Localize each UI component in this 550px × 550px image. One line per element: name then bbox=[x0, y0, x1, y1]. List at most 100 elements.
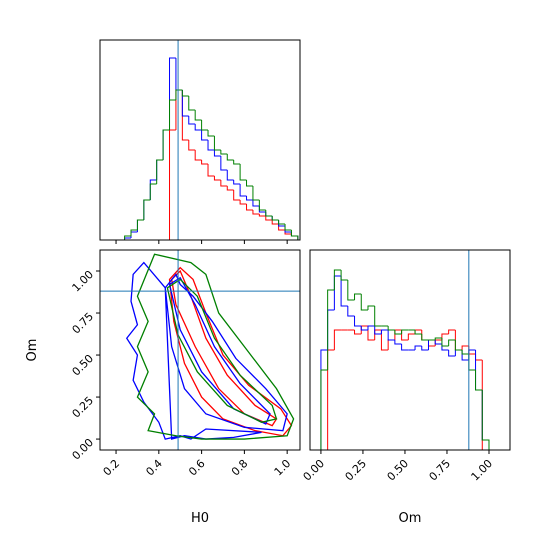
histogram-bin bbox=[394, 330, 402, 335]
histogram-bin bbox=[194, 150, 202, 161]
histogram-bin bbox=[201, 130, 209, 141]
histogram-bin bbox=[448, 329, 456, 334]
histogram-bin bbox=[258, 200, 266, 211]
histogram-bin bbox=[175, 89, 183, 130]
histogram-bin bbox=[181, 90, 189, 117]
histogram-bin bbox=[252, 210, 260, 215]
histogram-bin bbox=[340, 276, 348, 307]
x-tick-label: 0.50 bbox=[385, 457, 412, 484]
histogram-bin bbox=[401, 330, 409, 341]
histogram-bin bbox=[380, 329, 389, 334]
histogram-bin bbox=[258, 206, 266, 213]
histogram-bin bbox=[226, 154, 234, 161]
contour bbox=[125, 261, 288, 440]
histogram-bin bbox=[188, 96, 196, 111]
histogram-bin bbox=[468, 354, 476, 371]
histogram-bin bbox=[481, 390, 490, 450]
y-tick-label: 0.75 bbox=[70, 310, 97, 337]
histogram-bin bbox=[278, 224, 286, 231]
histogram-bin bbox=[175, 89, 183, 100]
histogram-bin bbox=[367, 326, 375, 341]
histogram-bin bbox=[156, 159, 164, 184]
histogram-bin bbox=[239, 200, 247, 205]
histogram-bin bbox=[181, 90, 189, 97]
x-tick-label: 0.00 bbox=[301, 457, 328, 484]
histogram-bin bbox=[421, 334, 429, 341]
histogram-bin bbox=[265, 212, 273, 217]
histogram-bin bbox=[239, 184, 247, 197]
histogram-bin bbox=[156, 159, 164, 180]
x-tick-label: 0.2 bbox=[101, 457, 123, 479]
histogram-bin bbox=[475, 370, 483, 391]
histogram-bin bbox=[239, 164, 247, 181]
histogram-bin bbox=[380, 330, 389, 351]
histogram-bin bbox=[327, 349, 335, 450]
histogram-bin bbox=[143, 199, 151, 220]
histogram-bin bbox=[143, 199, 151, 220]
histogram-bin bbox=[448, 350, 456, 357]
y-tick-label: 0.00 bbox=[70, 436, 97, 463]
histogram-bin bbox=[454, 340, 463, 351]
histogram-bin bbox=[130, 229, 138, 236]
histogram-bin bbox=[414, 330, 422, 335]
contour bbox=[166, 278, 278, 423]
histogram-bin bbox=[421, 346, 429, 351]
histogram-bin bbox=[188, 116, 196, 125]
histogram-bin bbox=[481, 390, 490, 450]
panel-frame bbox=[309, 249, 511, 451]
histogram-bin bbox=[181, 90, 189, 141]
histogram-bin bbox=[427, 340, 436, 347]
histogram-bin bbox=[347, 306, 355, 317]
histogram-bin bbox=[169, 57, 176, 130]
histogram-bin bbox=[394, 340, 402, 345]
histogram-bin bbox=[246, 204, 253, 211]
histogram-bin bbox=[252, 200, 260, 207]
histogram-bin bbox=[360, 326, 368, 331]
histogram-bin bbox=[448, 339, 456, 346]
histogram-bin bbox=[354, 316, 362, 327]
histogram-bin bbox=[354, 330, 362, 335]
histogram-bin bbox=[461, 345, 469, 350]
y-axis-label: Om bbox=[25, 339, 40, 362]
histogram-bin bbox=[162, 129, 170, 160]
histogram-bin bbox=[461, 350, 469, 355]
histogram-bin bbox=[414, 329, 422, 334]
panel bbox=[100, 250, 300, 450]
histogram-bin bbox=[169, 129, 176, 240]
histogram-bin bbox=[374, 326, 382, 335]
histogram-bin bbox=[468, 349, 476, 360]
histogram-bin bbox=[278, 220, 286, 225]
histogram-bin bbox=[414, 345, 422, 350]
histogram-bin bbox=[367, 325, 375, 330]
histogram-bin bbox=[434, 340, 442, 345]
histogram-bin bbox=[149, 183, 157, 200]
histogram-bin bbox=[374, 329, 382, 340]
histogram-bin bbox=[271, 216, 279, 221]
histogram-bin bbox=[421, 330, 429, 341]
histogram-bin bbox=[194, 124, 202, 131]
histogram-bin bbox=[427, 339, 436, 350]
histogram-bin bbox=[290, 234, 299, 240]
x-tick-label: 1.0 bbox=[272, 457, 294, 479]
histogram-bin bbox=[271, 216, 279, 221]
histogram-bin bbox=[320, 369, 328, 450]
histogram-bin bbox=[340, 270, 348, 281]
histogram-bin bbox=[407, 333, 416, 340]
panel-frame bbox=[99, 249, 301, 451]
histogram-bin bbox=[333, 269, 342, 290]
histogram-bin bbox=[226, 170, 234, 181]
x-tick-label: 0.6 bbox=[186, 457, 208, 479]
histogram-bin bbox=[220, 156, 228, 171]
histogram-bin bbox=[175, 58, 183, 91]
histogram-bin bbox=[367, 305, 375, 310]
histogram-bin bbox=[271, 220, 279, 225]
histogram-bin bbox=[188, 140, 196, 151]
x-tick-label: 0.75 bbox=[427, 457, 454, 484]
panel-frame bbox=[99, 39, 301, 241]
histogram-bin bbox=[434, 337, 442, 340]
histogram-bin bbox=[130, 231, 138, 238]
histogram-bin bbox=[387, 339, 395, 350]
histogram-bin bbox=[162, 129, 170, 160]
histogram-bin bbox=[136, 219, 144, 230]
histogram-bin bbox=[207, 130, 215, 137]
